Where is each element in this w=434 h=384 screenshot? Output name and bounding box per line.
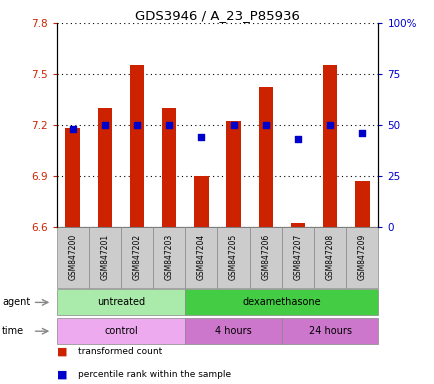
Point	[69, 126, 76, 132]
Text: 4 hours: 4 hours	[215, 326, 251, 336]
Bar	[129, 65, 144, 227]
Bar	[281, 227, 313, 288]
Bar	[65, 128, 80, 227]
Point	[262, 122, 269, 128]
Bar	[185, 290, 378, 315]
Title: GDS3946 / A_23_P85936: GDS3946 / A_23_P85936	[135, 9, 299, 22]
Bar	[258, 88, 273, 227]
Bar	[226, 121, 240, 227]
Text: percentile rank within the sample: percentile rank within the sample	[78, 370, 231, 379]
Text: GSM847201: GSM847201	[100, 234, 109, 280]
Text: GSM847200: GSM847200	[68, 234, 77, 280]
Text: ■: ■	[56, 346, 67, 356]
Bar	[97, 108, 112, 227]
Bar	[322, 65, 337, 227]
Point	[294, 136, 301, 142]
Point	[358, 130, 365, 136]
Text: GSM847209: GSM847209	[357, 234, 366, 280]
Bar	[56, 318, 185, 344]
Bar	[313, 227, 345, 288]
Text: control: control	[104, 326, 138, 336]
Bar	[217, 227, 249, 288]
Bar	[153, 227, 185, 288]
Text: GSM847204: GSM847204	[197, 234, 205, 280]
Bar	[185, 227, 217, 288]
Bar	[354, 181, 369, 227]
Text: GSM847203: GSM847203	[164, 234, 173, 280]
Point	[230, 122, 237, 128]
Point	[133, 122, 140, 128]
Bar	[121, 227, 153, 288]
Text: untreated: untreated	[97, 297, 145, 308]
Text: 24 hours: 24 hours	[308, 326, 351, 336]
Bar	[56, 227, 89, 288]
Bar	[161, 108, 176, 227]
Point	[197, 134, 204, 140]
Bar	[89, 227, 121, 288]
Text: GSM847202: GSM847202	[132, 234, 141, 280]
Bar	[194, 175, 208, 227]
Text: transformed count: transformed count	[78, 347, 162, 356]
Text: time: time	[2, 326, 24, 336]
Bar	[290, 223, 305, 227]
Text: GSM847207: GSM847207	[293, 234, 302, 280]
Bar	[249, 227, 281, 288]
Bar	[281, 318, 378, 344]
Point	[165, 122, 172, 128]
Bar	[185, 318, 281, 344]
Text: dexamethasone: dexamethasone	[242, 297, 320, 308]
Text: GSM847208: GSM847208	[325, 234, 334, 280]
Point	[101, 122, 108, 128]
Text: agent: agent	[2, 297, 30, 308]
Text: GSM847206: GSM847206	[261, 234, 270, 280]
Point	[326, 122, 333, 128]
Bar	[345, 227, 378, 288]
Text: ■: ■	[56, 369, 67, 379]
Text: GSM847205: GSM847205	[229, 234, 237, 280]
Bar	[56, 290, 185, 315]
